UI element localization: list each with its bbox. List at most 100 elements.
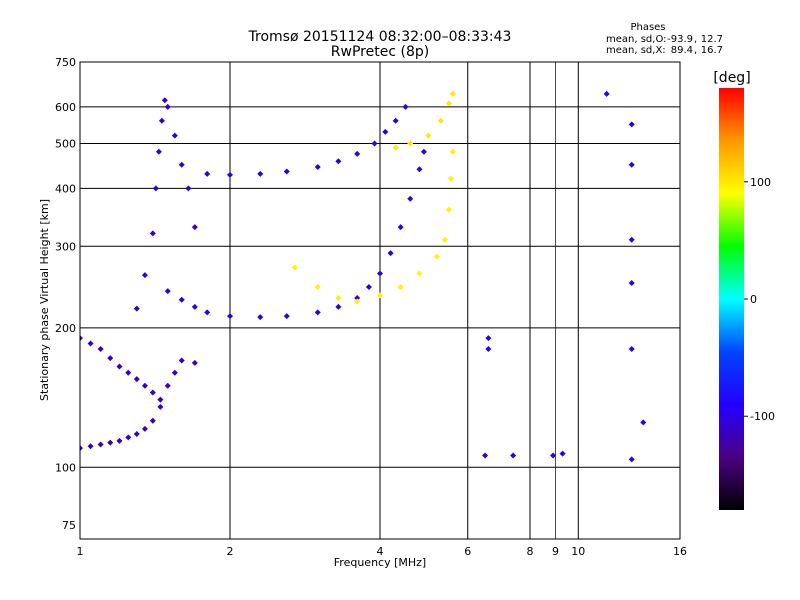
x-tick-label: 4 — [377, 545, 384, 558]
data-point — [125, 434, 132, 441]
data-point — [441, 236, 448, 243]
data-point — [149, 389, 156, 396]
data-point — [397, 284, 404, 291]
svg-text:,: , — [694, 45, 697, 56]
data-point — [141, 272, 148, 279]
data-point — [80, 335, 83, 342]
data-point — [559, 450, 566, 457]
data-point — [283, 168, 290, 175]
colorbar-tick-label: 100 — [750, 176, 771, 189]
data-point — [628, 279, 635, 286]
data-point — [377, 292, 383, 299]
data-point — [116, 437, 123, 444]
y-axis-label: Stationary phase Virtual Height [km] — [38, 199, 51, 401]
colorbar-label: [deg] — [713, 70, 750, 86]
data-point — [437, 117, 444, 124]
data-point — [416, 270, 423, 277]
data-point — [433, 253, 440, 260]
x-tick-label: 6 — [464, 545, 471, 558]
data-point — [185, 185, 192, 192]
data-point — [485, 335, 492, 342]
y-tick-label: 300 — [55, 240, 76, 253]
x-axis: 1 2 4 6 8 9 10 16 — [77, 545, 688, 558]
data-point — [445, 206, 452, 213]
data-point — [392, 117, 399, 124]
data-point — [141, 382, 148, 389]
data-point — [407, 140, 414, 147]
colorbar-tick-label: 0 — [750, 293, 757, 306]
plot-frame — [79, 61, 681, 540]
data-point — [314, 309, 321, 316]
data-point — [550, 452, 557, 459]
x-tick-label: 10 — [571, 545, 585, 558]
data-point — [97, 346, 104, 353]
data-point — [152, 185, 159, 192]
data-point — [171, 369, 178, 376]
chart-subtitle: RwPretec (8p) — [331, 44, 429, 60]
y-tick-label: 750 — [55, 56, 76, 69]
data-point — [164, 382, 171, 389]
data-point — [107, 355, 114, 362]
data-point — [387, 250, 394, 257]
data-point — [416, 166, 423, 173]
x-tick-label: 9 — [552, 545, 559, 558]
data-point — [149, 417, 156, 424]
data-point — [449, 90, 456, 97]
data-point — [354, 294, 361, 301]
chart-title: Tromsø 20151124 08:32:00–08:33:43 — [248, 29, 512, 45]
data-point — [445, 100, 452, 107]
phases-x-mean: 89.4 — [671, 45, 693, 56]
data-point — [335, 158, 342, 165]
data-point — [149, 230, 156, 237]
data-point — [97, 441, 104, 448]
data-point — [204, 309, 211, 316]
data-point — [420, 148, 427, 155]
phases-o-label: mean, sd,O: — [606, 34, 667, 45]
y-tick-label: 100 — [55, 461, 76, 474]
data-point — [107, 439, 114, 446]
phases-x-sd: 16.7 — [701, 45, 723, 56]
data-point — [449, 148, 456, 155]
colorbar-tick-label: -100 — [750, 410, 775, 423]
data-point — [133, 430, 140, 437]
phases-o-mean: -93.9 — [667, 34, 693, 45]
y-tick-label: 400 — [55, 182, 76, 195]
data-point — [365, 284, 372, 291]
data-point — [377, 270, 383, 277]
data-point — [283, 313, 290, 320]
y-tick-label: 600 — [55, 101, 76, 114]
phases-legend: Phases mean, sd,O: -93.9 , 12.7 mean, sd… — [606, 22, 723, 56]
data-point — [158, 117, 165, 124]
data-point — [116, 363, 123, 370]
data-point — [157, 396, 164, 403]
data-point — [164, 288, 171, 295]
data-point — [291, 264, 298, 271]
data-point — [204, 170, 211, 177]
y-tick-label: 500 — [55, 138, 76, 151]
y-axis: 75 100 200 300 400 500 600 750 — [55, 56, 76, 532]
data-point — [191, 303, 198, 310]
data-point — [257, 314, 264, 321]
phases-heading: Phases — [630, 22, 665, 33]
data-point — [447, 175, 454, 182]
data-point — [87, 443, 94, 450]
data-point — [354, 150, 361, 157]
data-point — [178, 357, 185, 364]
data-point — [314, 284, 321, 291]
x-tick-label: 1 — [77, 545, 84, 558]
colorbar: [deg] 100 0 -100 — [713, 70, 775, 510]
data-point — [407, 195, 414, 202]
data-point — [178, 296, 185, 303]
data-point — [87, 340, 94, 347]
data-point — [164, 103, 171, 110]
x-tick-label: 2 — [227, 545, 234, 558]
data-point — [80, 445, 83, 452]
data-point — [133, 376, 140, 383]
x-axis-label: Frequency [MHz] — [334, 556, 426, 569]
data-point — [314, 163, 321, 170]
data-point — [157, 403, 164, 410]
data-point — [125, 369, 132, 376]
data-point — [335, 294, 342, 301]
data-point — [397, 224, 404, 231]
